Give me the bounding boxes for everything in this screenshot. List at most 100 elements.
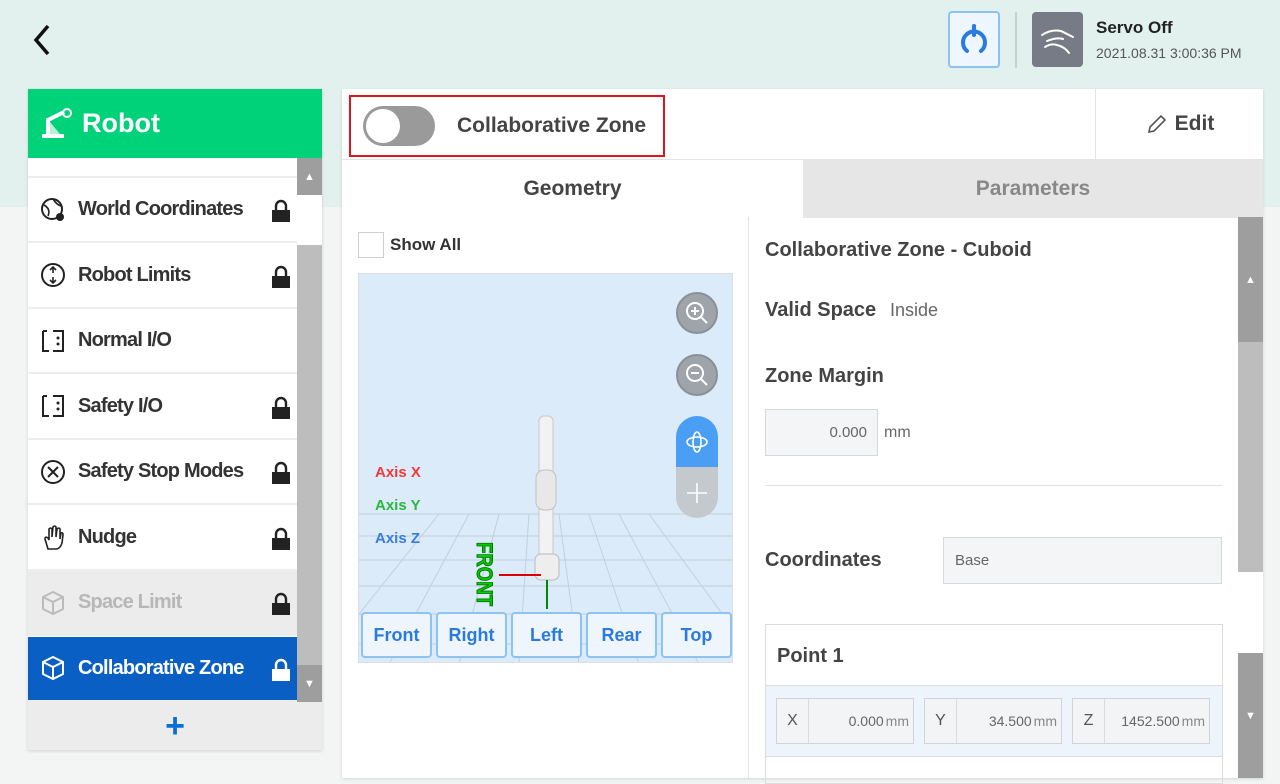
point-1-coords: X 0.000 mm Y 34.500 mm Z 1452.500 mm <box>766 685 1222 757</box>
edit-label: Edit <box>1174 112 1215 135</box>
point-1-x-field[interactable]: X 0.000 mm <box>776 698 914 744</box>
divider <box>765 485 1222 486</box>
scroll-up-button[interactable]: ▲ <box>297 158 322 195</box>
sidebar-title: Robot <box>82 108 160 138</box>
x-label: X <box>777 699 809 743</box>
sidebar: Robot World Coordinates Robot Limits Norma… <box>28 89 322 750</box>
y-value: 34.500 <box>988 713 1032 729</box>
pan-icon <box>687 482 707 503</box>
scroll-thumb[interactable] <box>297 245 322 665</box>
sidebar-item-label: Collaborative Zone <box>78 656 244 679</box>
add-button[interactable]: + <box>28 702 322 750</box>
zoom-in-icon <box>686 302 708 324</box>
rotate-mode-button[interactable] <box>676 416 718 467</box>
sidebar-item-label: Normal I/O <box>78 329 172 351</box>
sidebar-item-partial[interactable] <box>28 158 297 178</box>
scroll-up-button[interactable]: ▲ <box>1238 217 1263 342</box>
back-button[interactable] <box>28 22 58 58</box>
view-right-button[interactable]: Right <box>436 612 507 658</box>
sidebar-scrollbar[interactable]: ▲ ▼ <box>297 158 322 702</box>
checkbox[interactable] <box>358 232 384 258</box>
edit-button[interactable]: Edit <box>1095 89 1263 159</box>
lock-icon <box>271 396 291 426</box>
main-panel: Collaborative Zone Edit Geometry Paramet… <box>342 89 1263 784</box>
sidebar-item-robot-limits[interactable]: Robot Limits <box>28 243 297 309</box>
sidebar-item-safety-i-o[interactable]: Safety I/O <box>28 374 297 440</box>
rotate-icon <box>686 430 708 453</box>
show-all-label: Show All <box>390 235 462 254</box>
io-icon <box>38 391 68 421</box>
axis-y-label: Axis Y <box>375 497 421 514</box>
unit: mm <box>1181 713 1205 729</box>
z-label: Z <box>1073 699 1105 743</box>
show-all-checkbox[interactable]: Show All <box>358 232 461 258</box>
tabs: Geometry Parameters <box>342 159 1263 218</box>
lock-icon <box>271 592 291 622</box>
zone-toggle[interactable] <box>363 106 435 146</box>
view-left-button[interactable]: Left <box>511 612 582 658</box>
chevron-left-icon <box>33 24 50 56</box>
view-top-button[interactable]: Top <box>661 612 732 658</box>
zone-toggle-label: Collaborative Zone <box>457 114 647 137</box>
unit: mm <box>1033 713 1057 729</box>
home-pose-button[interactable] <box>948 11 1000 68</box>
pan-mode-button[interactable] <box>676 467 718 518</box>
cube-icon <box>38 653 68 683</box>
coordinates-select[interactable]: Base <box>943 537 1222 584</box>
lock-icon <box>271 658 291 688</box>
zoom-in-button[interactable] <box>676 292 718 334</box>
servo-button[interactable] <box>1032 12 1083 67</box>
lock-icon <box>271 199 291 229</box>
io-icon <box>38 326 68 356</box>
view-rear-button[interactable]: Rear <box>586 612 657 658</box>
details-scrollbar[interactable]: ▲ ▼ <box>1238 217 1263 778</box>
sidebar-item-nudge[interactable]: Nudge <box>28 505 297 571</box>
cube-icon <box>38 588 68 618</box>
datetime: 2021.08.31 3:00:36 PM <box>1096 45 1242 61</box>
view-mode-toggle <box>676 416 718 518</box>
z-value: 1452.500 <box>1121 713 1180 729</box>
sidebar-item-world-coordinates[interactable]: World Coordinates <box>28 178 297 243</box>
lock-icon <box>271 527 291 557</box>
sidebar-item-space-limit[interactable]: Space Limit <box>28 571 297 636</box>
pencil-icon <box>1147 114 1166 134</box>
zoom-out-button[interactable] <box>676 354 718 396</box>
zone-margin-input[interactable]: 0.000 <box>765 409 878 456</box>
sidebar-item-label: Safety I/O <box>78 394 163 417</box>
collaborative-zone-toggle-group: Collaborative Zone <box>349 95 665 157</box>
stop-circle-icon <box>38 457 68 487</box>
sidebar-item-label: World Coordinates <box>78 198 244 220</box>
front-label: FRONT <box>472 542 497 606</box>
robot-home-icon <box>961 23 987 53</box>
point-1-z-field[interactable]: Z 1452.500 mm <box>1072 698 1210 744</box>
servo-status: Servo Off <box>1096 18 1173 37</box>
point-1-title: Point 1 <box>777 645 844 667</box>
divider <box>1015 12 1017 68</box>
sidebar-item-safety-stop-modes[interactable]: Safety Stop Modes <box>28 440 297 505</box>
unit: mm <box>885 713 909 729</box>
tab-geometry[interactable]: Geometry <box>342 160 803 218</box>
sidebar-item-label: Nudge <box>78 525 137 548</box>
axis-x-label: Axis X <box>375 464 421 481</box>
valid-space-value: Inside <box>890 300 939 320</box>
sidebar-item-collaborative-zone[interactable]: Collaborative Zone <box>28 636 297 702</box>
point-1-y-field[interactable]: Y 34.500 mm <box>924 698 1062 744</box>
hand-icon <box>1040 29 1074 54</box>
sidebar-item-label: Robot Limits <box>78 263 191 286</box>
view-front-button[interactable]: Front <box>361 612 432 658</box>
tab-parameters[interactable]: Parameters <box>803 160 1263 218</box>
lock-icon <box>271 461 291 491</box>
valid-space-label: Valid Space <box>765 299 877 321</box>
sidebar-item-normal-i-o[interactable]: Normal I/O <box>28 309 297 374</box>
scroll-down-button[interactable]: ▼ <box>1238 653 1263 778</box>
scroll-thumb[interactable] <box>1238 342 1263 572</box>
3d-viewer[interactable]: FRONT Axis X Axis Y Axis Z Front Right L… <box>358 273 733 663</box>
view-buttons: Front Right Left Rear Top <box>361 612 732 658</box>
zone-margin-label: Zone Margin <box>765 365 884 387</box>
lock-icon <box>271 265 291 295</box>
sidebar-item-label: Space Limit <box>78 591 182 613</box>
sidebar-header: Robot <box>28 89 322 158</box>
sidebar-item-label: Safety Stop Modes <box>78 460 244 482</box>
scroll-down-button[interactable]: ▼ <box>297 665 322 702</box>
coordinates-label: Coordinates <box>765 549 882 571</box>
